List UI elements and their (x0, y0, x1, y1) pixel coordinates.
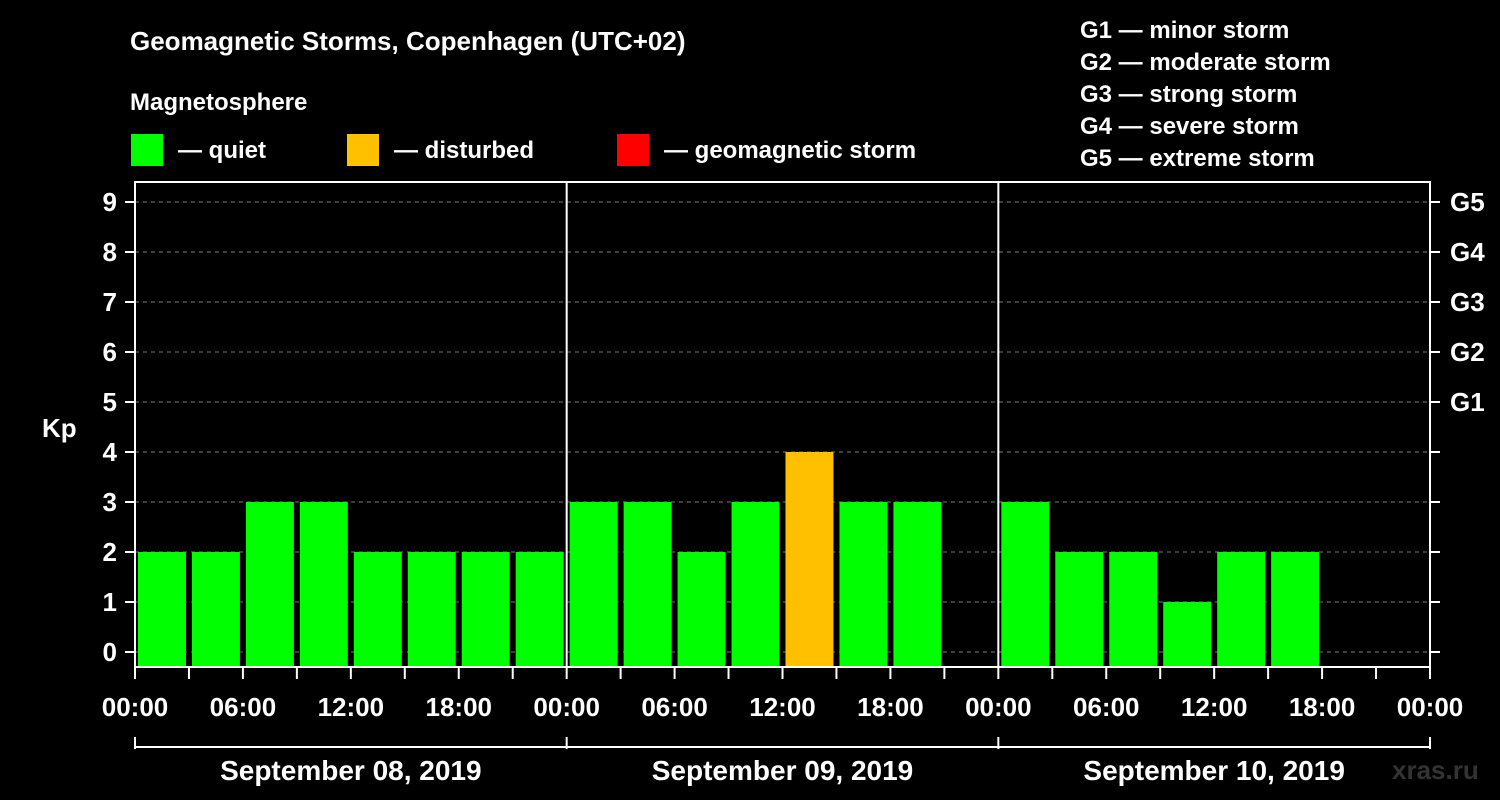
storm-scale-g5: G5 — extreme storm (1080, 145, 1315, 172)
kp-bar (677, 552, 726, 667)
chart-title: Geomagnetic Storms, Copenhagen (UTC+02) (130, 26, 685, 56)
x-tick-label: 12:00 (749, 692, 816, 722)
y-tick-label: 6 (103, 337, 117, 367)
kp-bar (407, 552, 456, 667)
y-tick-label: 4 (103, 437, 118, 467)
day-label: September 08, 2019 (220, 755, 482, 786)
kp-bar (191, 552, 240, 667)
y-tick-label: 8 (103, 237, 117, 267)
y-tick-label: 0 (103, 637, 117, 667)
g-scale-label: G2 (1450, 337, 1485, 367)
day-label: September 09, 2019 (652, 755, 914, 786)
legend-label-quiet: — quiet (178, 137, 266, 164)
kp-bar (731, 502, 780, 667)
kp-bar (1001, 502, 1050, 667)
y-axis-label: Kp (42, 413, 77, 443)
kp-bar (1055, 552, 1104, 667)
legend-swatch-storm (617, 134, 649, 166)
storm-scale-g1: G1 — minor storm (1080, 17, 1289, 44)
storm-scale-g4: G4 — severe storm (1080, 113, 1299, 140)
y-tick-label: 2 (103, 537, 117, 567)
g-scale-label: G1 (1450, 387, 1485, 417)
kp-bar (623, 502, 672, 667)
x-tick-label: 06:00 (641, 692, 708, 722)
kp-bar (1163, 602, 1212, 667)
x-tick-label: 00:00 (1397, 692, 1464, 722)
storm-scale-g3: G3 — strong storm (1080, 81, 1297, 108)
x-tick-label: 00:00 (965, 692, 1032, 722)
x-tick-label: 18:00 (857, 692, 924, 722)
y-tick-label: 1 (103, 587, 117, 617)
kp-bar (1109, 552, 1158, 667)
kp-bar (569, 502, 618, 667)
storm-scale-g2: G2 — moderate storm (1080, 49, 1331, 76)
x-tick-label: 06:00 (1073, 692, 1140, 722)
legend-label-storm: — geomagnetic storm (664, 137, 916, 164)
legend-swatch-disturbed (347, 134, 379, 166)
legend-label-disturbed: — disturbed (394, 137, 534, 164)
watermark: xras.ru (1392, 755, 1479, 785)
x-tick-label: 18:00 (1289, 692, 1356, 722)
x-tick-label: 12:00 (1181, 692, 1248, 722)
kp-bar (515, 552, 564, 667)
legend-swatch-quiet (131, 134, 163, 166)
legend-heading: Magnetosphere (130, 89, 307, 116)
kp-bar (839, 502, 888, 667)
y-tick-label: 3 (103, 487, 117, 517)
x-tick-label: 00:00 (102, 692, 169, 722)
kp-bar (245, 502, 294, 667)
day-label: September 10, 2019 (1083, 755, 1345, 786)
kp-bar (299, 502, 348, 667)
g-scale-label: G4 (1450, 237, 1485, 267)
g-scale-label: G5 (1450, 187, 1485, 217)
x-tick-label: 06:00 (210, 692, 277, 722)
kp-bar (353, 552, 402, 667)
kp-bar (138, 552, 186, 667)
g-scale-label: G3 (1450, 287, 1485, 317)
kp-bar (785, 452, 834, 667)
y-tick-label: 9 (103, 187, 117, 217)
kp-bar (893, 502, 942, 667)
kp-bar (461, 552, 510, 667)
y-tick-label: 5 (103, 387, 117, 417)
plot-area: 0 1 2 3 4 5 6 7 8 9 G1 G2 G3 G4 G5 00:00 06:00 12:00 18:00… (102, 181, 1485, 786)
kp-bar (1271, 552, 1320, 667)
x-tick-label: 00:00 (533, 692, 600, 722)
y-tick-label: 7 (103, 287, 117, 317)
x-tick-label: 18:00 (426, 692, 493, 722)
x-tick-label: 12:00 (318, 692, 385, 722)
kp-bar (1217, 552, 1266, 667)
